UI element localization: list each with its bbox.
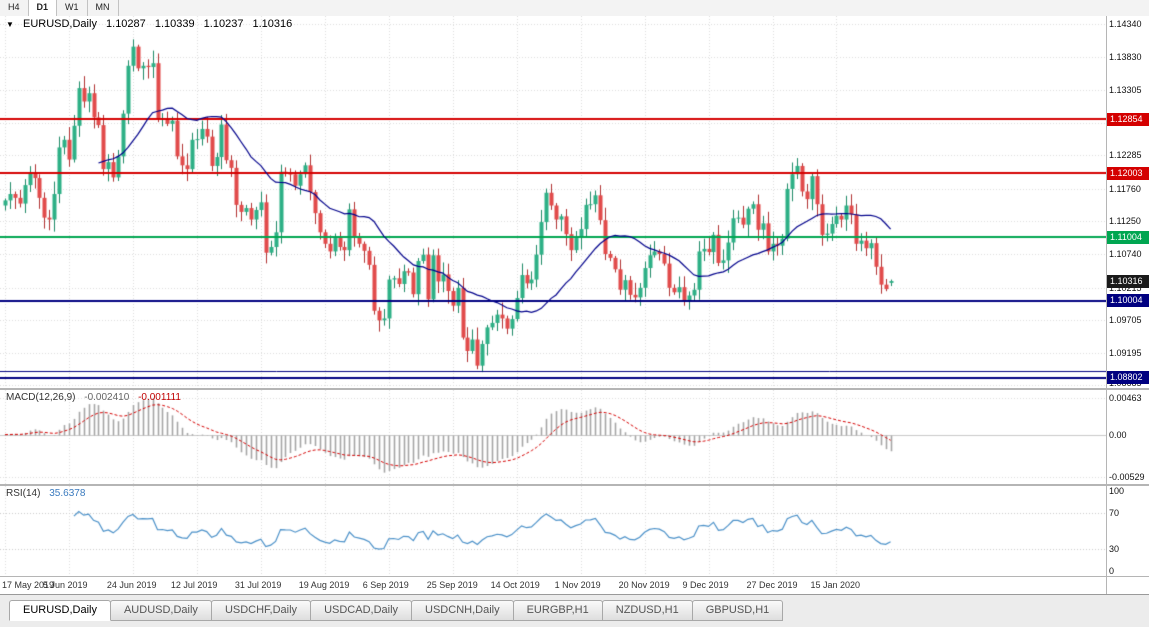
ohlc-low: 1.10237 <box>203 18 244 30</box>
tab-usdcad-daily[interactable]: USDCAD,Daily <box>310 600 413 621</box>
price-scale-corner <box>1107 577 1149 594</box>
macd-value-main: -0.002410 <box>84 392 130 403</box>
time-axis-label: 25 Sep 2019 <box>426 580 478 590</box>
ohlc-open: 1.10287 <box>106 18 146 30</box>
time-axis-label: 1 Nov 2019 <box>554 580 601 590</box>
chart-dropdown-icon[interactable]: ▼ <box>6 20 14 29</box>
price-line-tag: 1.12003 <box>1107 166 1149 180</box>
time-axis-label: 17 May 2019 <box>2 580 55 590</box>
macd-canvas[interactable] <box>0 390 1106 484</box>
price-chart-canvas[interactable] <box>0 16 1106 388</box>
macd-name-label: MACD(12,26,9) <box>6 392 76 403</box>
scale-label: 1.11760 <box>1109 183 1141 194</box>
scale-label: 1.09195 <box>1109 347 1142 358</box>
macd-panel: MACD(12,26,9) -0.002410 -0.001111 <box>0 390 1106 484</box>
timeframe-toolbar: H4 D1 W1 MN <box>0 0 1149 17</box>
timeframe-button-w1[interactable]: W1 <box>57 0 88 16</box>
macd-value-signal: -0.001111 <box>138 392 181 403</box>
rsi-title: RSI(14) 35.6378 <box>6 488 91 499</box>
scale-label: 1.10740 <box>1109 249 1142 259</box>
time-axis-label: 27 Dec 2019 <box>746 580 798 590</box>
tab-eurusd-daily[interactable]: EURUSD,Daily <box>9 600 111 621</box>
panel-separator-dates <box>0 576 1149 577</box>
rsi-panel: RSI(14) 35.6378 <box>0 486 1106 576</box>
time-axis-label: 20 Nov 2019 <box>618 580 670 590</box>
timeframe-button-h4[interactable]: H4 <box>0 0 29 16</box>
tab-audusd-daily[interactable]: AUDUSD,Daily <box>109 600 212 621</box>
price-line-tag: 1.11004 <box>1107 230 1149 244</box>
time-axis-label: 9 Dec 2019 <box>682 580 729 590</box>
tab-eurgbp-h1[interactable]: EURGBP,H1 <box>512 600 603 621</box>
time-axis-label: 5 Jun 2019 <box>42 580 88 590</box>
price-scale-main[interactable]: 1.143401.138301.133051.127951.122851.117… <box>1107 16 1149 388</box>
rsi-name-label: RSI(14) <box>6 488 41 499</box>
scale-label: 1.13305 <box>1109 85 1142 96</box>
scale-label: 1.09705 <box>1109 315 1142 326</box>
ohlc-close: 1.10316 <box>252 18 293 30</box>
main-chart-panel: ▼ EURUSD,Daily 1.10287 1.10339 1.10237 1… <box>0 16 1106 388</box>
rsi-value: 35.6378 <box>49 488 86 499</box>
timeframe-buttons: H4 D1 W1 MN <box>0 0 119 16</box>
time-axis-label: 24 Jun 2019 <box>106 580 157 590</box>
time-axis-label: 14 Oct 2019 <box>490 580 540 590</box>
price-line-tag: 1.08802 <box>1107 371 1149 385</box>
chart-symbol-label: EURUSD,Daily <box>22 18 97 30</box>
time-axis-label: 31 Jul 2019 <box>234 580 282 590</box>
scale-label: 1.12285 <box>1109 150 1142 161</box>
time-axis-label: 12 Jul 2019 <box>170 580 218 590</box>
tab-usdcnh-daily[interactable]: USDCNH,Daily <box>411 600 514 621</box>
tab-nzdusd-h1[interactable]: NZDUSD,H1 <box>601 600 693 621</box>
scale-label: 100 <box>1109 486 1125 496</box>
scale-label: 30 <box>1109 544 1120 554</box>
panel-separator-macd[interactable] <box>0 388 1149 390</box>
scale-label: 1.13830 <box>1109 51 1142 62</box>
chart-tab-bar: EURUSD,Daily AUDUSD,Daily USDCHF,Daily USDC… <box>0 594 1149 627</box>
price-line-tag: 1.12854 <box>1107 112 1149 126</box>
tab-gbpusd-h1[interactable]: GBPUSD,H1 <box>691 600 784 621</box>
scale-label: 1.14340 <box>1109 19 1142 30</box>
price-line-tag: 1.10004 <box>1107 294 1149 308</box>
rsi-canvas[interactable] <box>0 486 1106 576</box>
scale-divider <box>1106 16 1107 594</box>
time-axis-label: 6 Sep 2019 <box>362 580 409 590</box>
scale-label: 0.00 <box>1109 429 1127 440</box>
chart-tabs: EURUSD,Daily AUDUSD,Daily USDCHF,Daily USDC… <box>0 595 1149 621</box>
price-scale-rsi[interactable]: 100 70 30 0 <box>1107 486 1149 576</box>
scale-label: -0.00529 <box>1109 471 1145 482</box>
scale-label: 0.00463 <box>1109 392 1142 403</box>
scale-label: 0 <box>1109 566 1115 576</box>
price-scale-macd[interactable]: 0.00463 0.00 -0.00529 <box>1107 390 1149 484</box>
time-axis-label: 19 Aug 2019 <box>298 580 350 590</box>
timeframe-button-d1[interactable]: D1 <box>28 0 58 16</box>
time-axis-label: 15 Jan 2020 <box>810 580 861 590</box>
scale-label: 1.11250 <box>1109 216 1141 227</box>
macd-title: MACD(12,26,9) -0.002410 -0.001111 <box>6 392 187 403</box>
current-price-tag: 1.10316 <box>1107 274 1149 288</box>
chart-title: ▼ EURUSD,Daily 1.10287 1.10339 1.10237 1… <box>6 18 298 30</box>
scale-label: 70 <box>1109 508 1120 518</box>
tab-usdchf-daily[interactable]: USDCHF,Daily <box>210 600 312 621</box>
timeframe-button-mn[interactable]: MN <box>88 0 119 16</box>
ohlc-high: 1.10339 <box>154 18 195 30</box>
panel-separator-rsi[interactable] <box>0 484 1149 486</box>
time-axis[interactable]: 17 May 2019 5 Jun 2019 24 Jun 2019 12 Jul 2… <box>0 577 1106 594</box>
